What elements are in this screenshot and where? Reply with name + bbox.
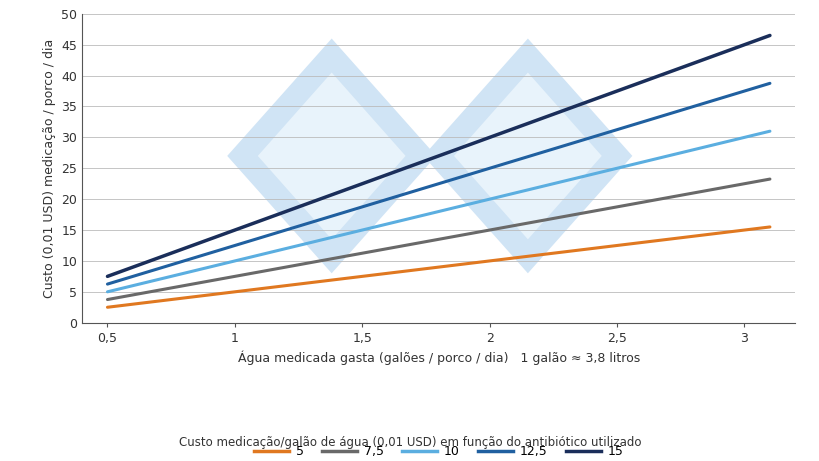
Polygon shape bbox=[227, 39, 436, 273]
X-axis label: Água medicada gasta (galões / porco / dia)   1 galão ≈ 3,8 litros: Água medicada gasta (galões / porco / di… bbox=[238, 350, 639, 365]
Y-axis label: Custo (0,01 USD) medicação / porco / dia: Custo (0,01 USD) medicação / porco / dia bbox=[43, 39, 56, 298]
Polygon shape bbox=[454, 72, 601, 239]
Polygon shape bbox=[257, 72, 405, 239]
Legend: 5, 7,5, 10, 12,5, 15: 5, 7,5, 10, 12,5, 15 bbox=[249, 440, 627, 461]
Polygon shape bbox=[423, 39, 631, 273]
Text: Custo medicação/galão de água (0,01 USD) em função do antibiótico utilizado: Custo medicação/galão de água (0,01 USD)… bbox=[179, 436, 640, 449]
